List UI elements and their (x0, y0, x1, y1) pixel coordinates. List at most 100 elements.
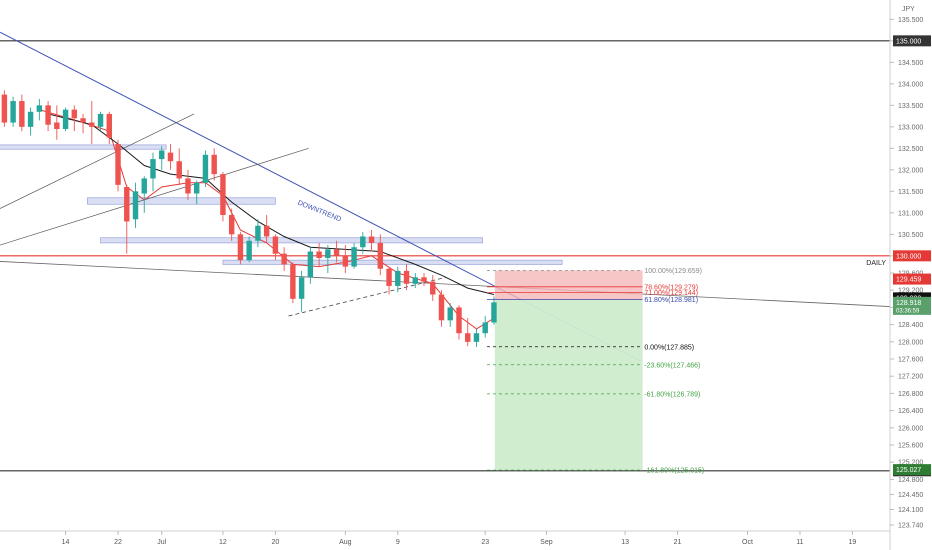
candle (491, 296, 497, 325)
dashed-support-line (288, 276, 446, 317)
candle-body (403, 270, 410, 284)
x-tick-label: 12 (219, 539, 227, 546)
candle (421, 273, 427, 286)
candle (124, 184, 130, 254)
candle-body (333, 249, 340, 256)
support-resistance-zone (87, 197, 276, 205)
candle (159, 146, 165, 170)
y-tick-label: 123.740 (898, 522, 923, 529)
candle (281, 247, 287, 271)
y-tick-label: 128.400 (898, 322, 923, 329)
candle (377, 234, 384, 276)
stop-loss-zone (494, 270, 643, 300)
y-tick-label: 127.200 (898, 374, 923, 381)
support-resistance-zones (0, 144, 563, 265)
candle-body (27, 111, 34, 127)
candle-body (298, 277, 305, 299)
candle-body (246, 240, 252, 261)
fib-level-label: -161.80%(125.015) (644, 468, 704, 475)
support-resistance-zone (0, 144, 167, 150)
x-tick-label: 9 (396, 539, 400, 546)
y-tick-label: 134.500 (898, 60, 923, 67)
candle-body (124, 187, 130, 222)
candle (45, 101, 51, 132)
candle (228, 208, 235, 241)
support-resistance-zone (100, 237, 483, 244)
moving-average-line (39, 109, 495, 330)
candle-body (377, 242, 384, 269)
candle (1, 90, 8, 127)
candle (351, 242, 357, 269)
candle (89, 101, 95, 145)
x-tick-label: Aug (339, 539, 352, 546)
y-tick-label: 128.000 (898, 339, 923, 346)
y-tick-label: 124.100 (898, 507, 923, 514)
candle-body (281, 253, 287, 265)
candle (395, 266, 401, 293)
x-tick-label: 22 (114, 539, 122, 546)
candle (106, 111, 112, 145)
support-resistance-zone (222, 259, 563, 265)
y-tick-label: 132.000 (898, 167, 923, 174)
candle-body (342, 255, 349, 267)
fib-level-label: 71.00%(129.144) (644, 290, 698, 297)
candle-body (19, 101, 25, 127)
price-tag-label: 130.000 (896, 253, 921, 260)
candle (263, 214, 270, 243)
candle-body (54, 122, 60, 129)
fib-level-label: 0.00%(127.885) (644, 344, 694, 351)
candle (333, 240, 340, 263)
candle-body (421, 277, 427, 282)
fib-level-label: 61.80%(128.981) (644, 297, 698, 304)
daily-label: DAILY (866, 260, 886, 267)
long-trend-line (0, 261, 891, 307)
y-tick-label: 133.500 (898, 103, 923, 110)
candle-body (71, 109, 78, 119)
candle (465, 318, 471, 347)
fib-level-label: -61.80%(126.789) (644, 391, 700, 398)
price-tag-box (893, 35, 931, 47)
candle (298, 270, 305, 312)
y-tick-label: 135.500 (898, 17, 923, 24)
candle-body (430, 281, 436, 295)
y-tick-label: 130.500 (898, 232, 923, 239)
candle (202, 150, 209, 188)
candle (473, 328, 480, 347)
x-tick-label: Oct (742, 539, 753, 546)
y-tick-label: 127.600 (898, 357, 923, 364)
candle (447, 303, 453, 327)
candle (176, 148, 182, 185)
candle (211, 148, 217, 181)
price-tag-box (893, 273, 931, 285)
y-tick-label: 124.450 (898, 492, 923, 499)
price-tag-box (893, 250, 931, 262)
price-tag-box (893, 464, 931, 476)
x-tick-label: Sep (540, 539, 553, 546)
candle-body (132, 191, 139, 220)
candle (71, 105, 78, 132)
candle-body (473, 333, 480, 342)
candle (272, 234, 279, 261)
candle-body (360, 236, 366, 248)
moving-averages (39, 109, 495, 330)
candle (220, 171, 226, 222)
candle-body (89, 122, 95, 127)
candle (325, 245, 331, 274)
candle (36, 98, 43, 121)
y-tick-label: 126.000 (898, 425, 923, 432)
fib-level-label: -23.60%(127.466) (644, 362, 700, 369)
candle-body (1, 94, 8, 123)
candle-body (438, 294, 445, 321)
moving-average-line (47, 113, 495, 295)
candle-body (351, 247, 357, 267)
y-tick-label: 133.000 (898, 124, 923, 131)
y-tick-label: 132.500 (898, 146, 923, 153)
candle-body (456, 307, 462, 334)
candle-body (368, 236, 375, 243)
candle-body (220, 174, 226, 215)
candle-body (193, 182, 200, 194)
candle-body (255, 225, 261, 241)
